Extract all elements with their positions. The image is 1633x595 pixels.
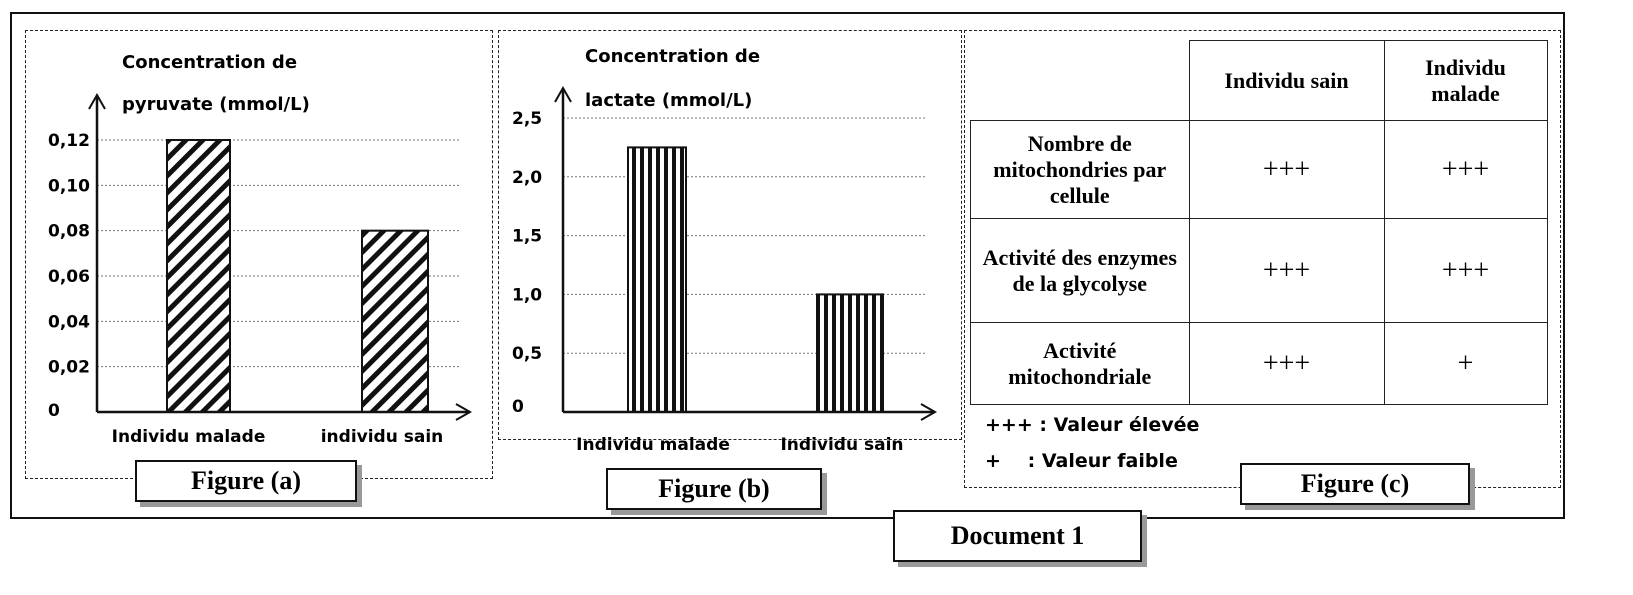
x-axis-arrow-icon: [455, 403, 473, 421]
y-axis-title-line1: Concentration de: [122, 52, 297, 73]
legend-text: : Valeur faible: [1027, 450, 1178, 472]
table-row: Nombre de mitochondries par cellule +++ …: [970, 120, 1548, 219]
cell: +: [1383, 322, 1548, 405]
column-header: Individu malade: [1383, 40, 1548, 121]
x-category-label: individu sain: [321, 427, 444, 447]
row-label: Activité mitochondriale: [970, 322, 1190, 405]
bar: [361, 229, 429, 413]
legend-item-high: +++ : Valeur élevée: [985, 414, 1199, 436]
y-axis-title-line2: lactate (mmol/L): [585, 90, 752, 111]
figure-b-frame: [498, 30, 962, 440]
legend-item-low: + : Valeur faible: [985, 450, 1178, 472]
document-frame: [10, 12, 1565, 519]
legend-symbol: +++: [985, 414, 1033, 436]
y-axis-title-line2: pyruvate (mmol/L): [122, 94, 310, 115]
legend-symbol: +: [985, 450, 1001, 472]
y-tick-label: 0,06: [48, 267, 90, 287]
y-axis-arrow-icon: [554, 85, 572, 103]
cell: +++: [1188, 120, 1385, 219]
y-tick-label: 0,08: [48, 222, 90, 242]
y-tick-label: 0,12: [48, 131, 90, 151]
x-category-label: Individu sain: [780, 435, 903, 455]
y-axis-title-line1: Concentration de: [585, 46, 760, 67]
y-tick-label: 1,5: [512, 227, 542, 247]
x-category-label: Individu malade: [576, 435, 730, 455]
figure-c-table: Individu sain Individu malade Nombre de …: [970, 40, 1548, 405]
figure-c-label: Figure (c): [1240, 463, 1470, 505]
bar: [166, 139, 231, 413]
cell: +++: [1383, 218, 1548, 323]
chart-b: 0 0,5 1,0 1,5 2,0 2,5 Individu malade Individu …: [512, 46, 938, 455]
cell: +++: [1188, 218, 1385, 323]
column-header: Individu sain: [1188, 40, 1385, 121]
x-category-label: Individu malade: [112, 427, 266, 447]
legend-text: : Valeur élevée: [1039, 414, 1200, 436]
x-axis-arrow-icon: [920, 403, 938, 421]
y-tick-label: 2,0: [512, 168, 542, 188]
y-tick-label: 0,02: [48, 358, 90, 378]
figure-b-label: Figure (b): [606, 468, 822, 510]
y-tick-label: 2,5: [512, 109, 542, 129]
y-tick-label: 0,04: [48, 312, 90, 332]
y-tick-label: 0,5: [512, 344, 542, 364]
row-label: Nombre de mitochondries par cellule: [970, 120, 1190, 219]
cell: +++: [1188, 322, 1385, 405]
y-axis-arrow-icon: [88, 92, 106, 110]
y-tick-label: 0: [512, 397, 524, 417]
table-row: Activité des enzymes de la glycolyse +++…: [970, 218, 1548, 323]
document-label: Document 1: [893, 510, 1142, 562]
y-tick-label: 1,0: [512, 285, 542, 305]
figure-a-label: Figure (a): [135, 460, 357, 502]
chart-a: 0 0,02 0,04 0,06 0,08 0,10 0,12 Individu malade…: [48, 52, 473, 447]
bar: [816, 293, 884, 413]
row-label: Activité des enzymes de la glycolyse: [970, 218, 1190, 323]
y-tick-label: 0,10: [48, 176, 90, 196]
table-row: Activité mitochondriale +++ +: [970, 322, 1548, 405]
y-tick-label: 0: [48, 401, 60, 421]
bar: [627, 146, 687, 413]
cell: +++: [1383, 120, 1548, 219]
table-header-row: Individu sain Individu malade: [970, 40, 1548, 121]
